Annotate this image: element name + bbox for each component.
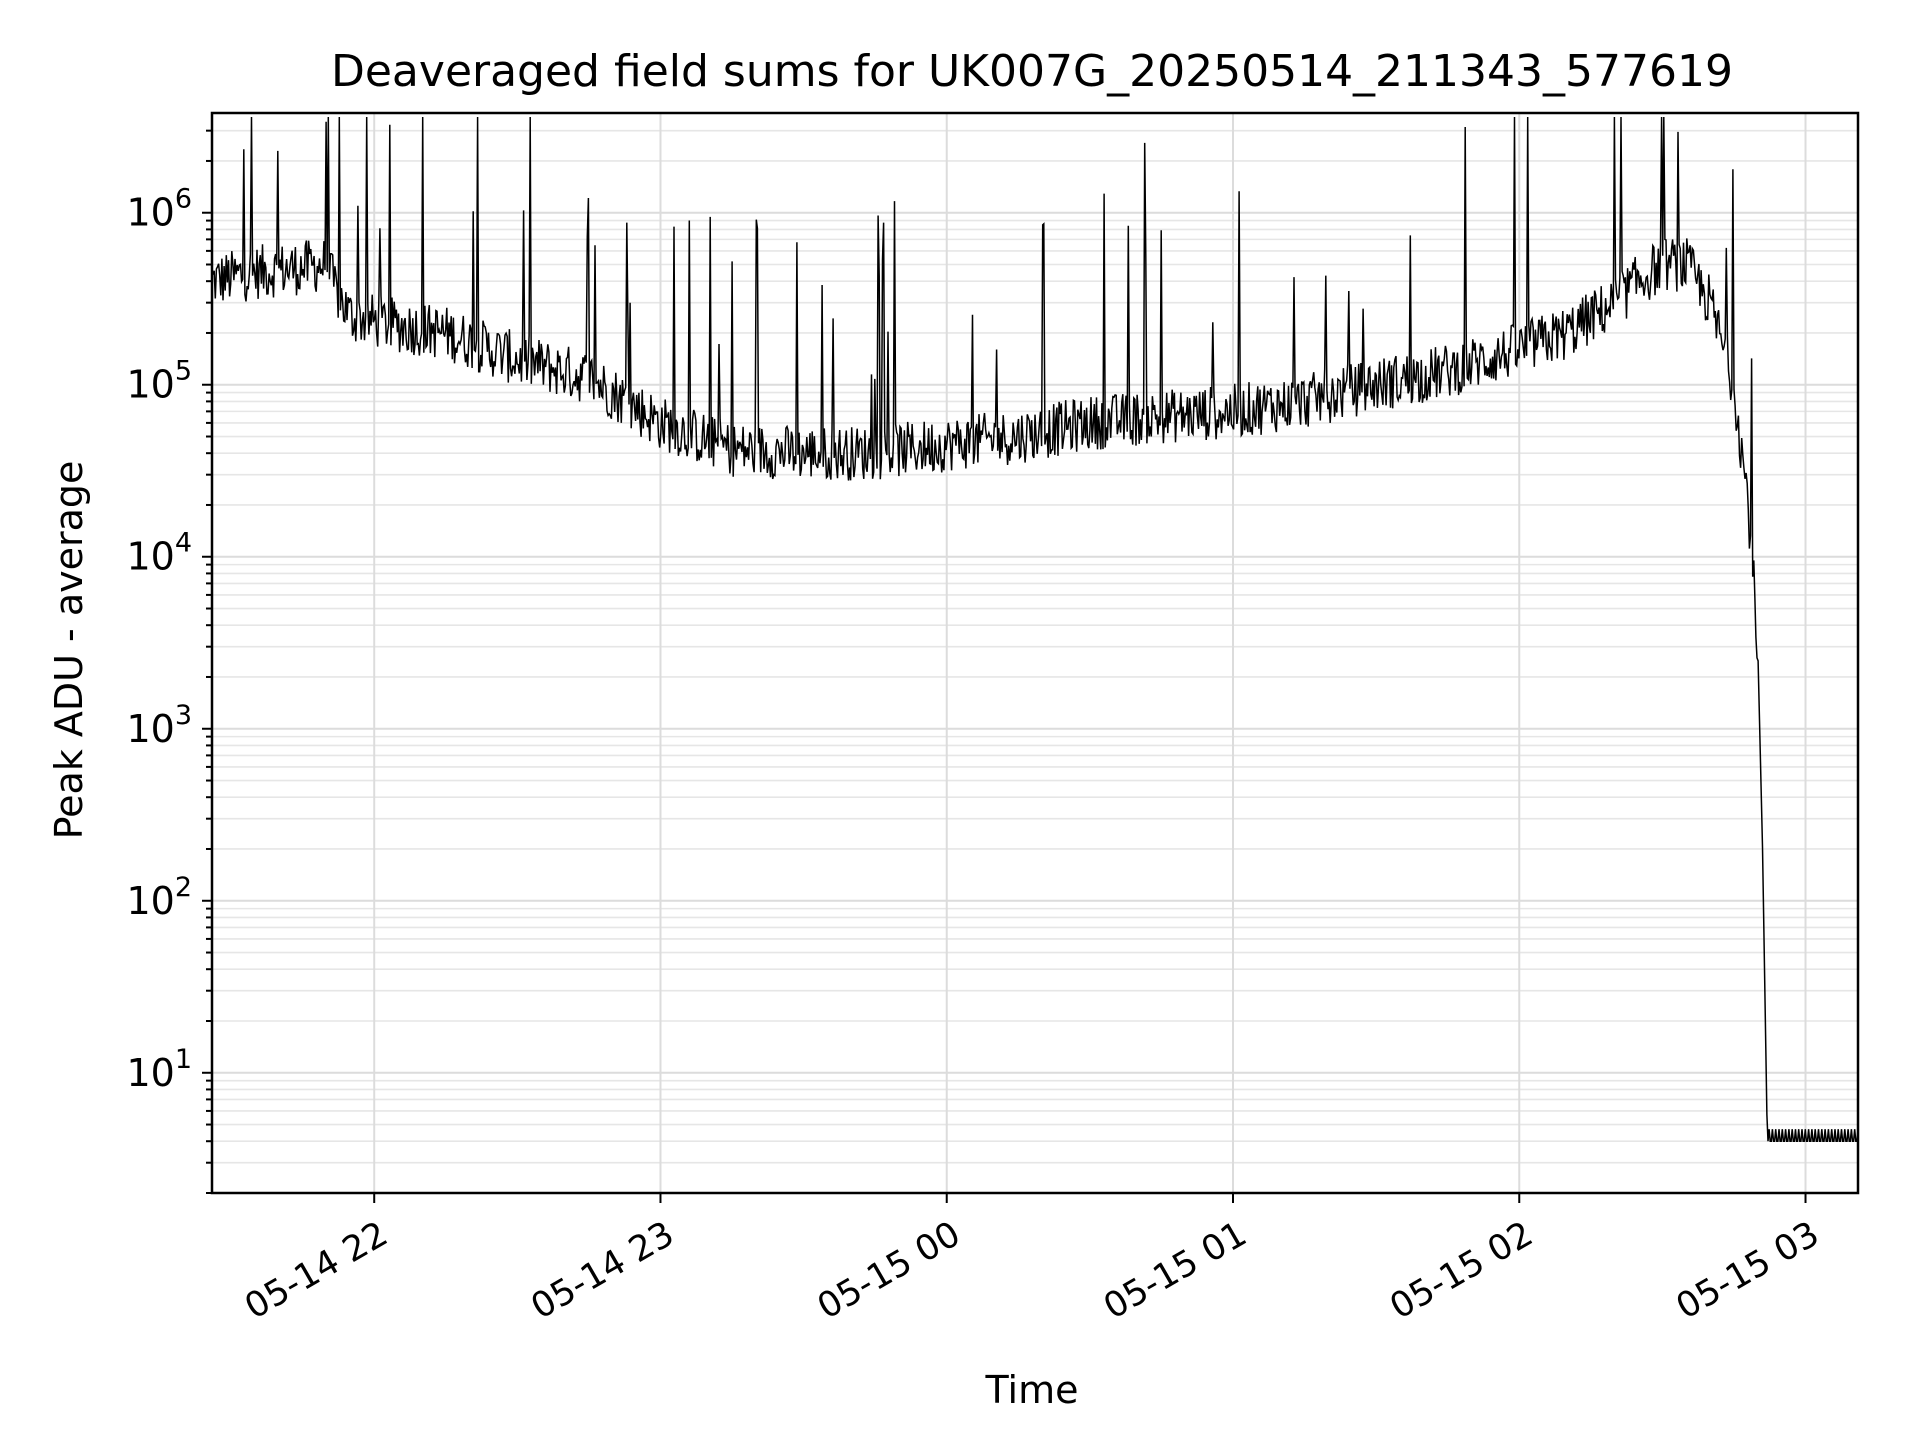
y-tick-label: 103 bbox=[126, 700, 192, 751]
x-tick-label: 05-15 02 bbox=[1383, 1214, 1539, 1327]
grid-lines bbox=[212, 113, 1858, 1194]
chart-title: Deaveraged field sums for UK007G_2025051… bbox=[331, 46, 1733, 97]
series-line bbox=[211, 116, 1859, 1142]
y-tick-label: 104 bbox=[126, 528, 192, 579]
y-tick-label: 105 bbox=[126, 356, 192, 407]
y-tick-label: 106 bbox=[126, 184, 192, 235]
y-tick-label: 102 bbox=[126, 872, 192, 923]
plot-frame bbox=[210, 111, 1860, 1195]
x-tick-label: 05-15 00 bbox=[811, 1214, 967, 1327]
x-tick-label: 05-15 03 bbox=[1670, 1214, 1826, 1327]
x-tick-label: 05-15 01 bbox=[1097, 1214, 1253, 1327]
y-tick-label: 101 bbox=[126, 1044, 192, 1095]
x-tick-label: 05-14 23 bbox=[525, 1214, 681, 1327]
y-axis-label: Peak ADU - average bbox=[47, 461, 91, 840]
series-group bbox=[211, 116, 1859, 1142]
axis-ticks bbox=[202, 129, 1807, 1203]
x-tick-label: 05-14 22 bbox=[238, 1214, 394, 1327]
x-axis-label: Time bbox=[985, 1368, 1079, 1412]
